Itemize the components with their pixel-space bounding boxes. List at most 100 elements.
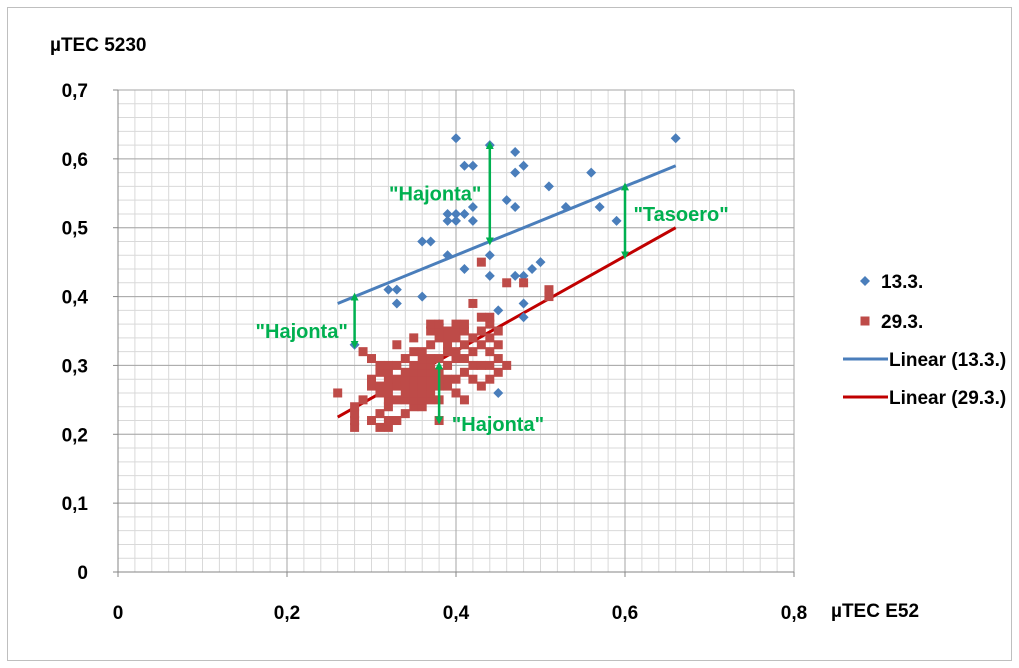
y-tick-label: 0,5 xyxy=(62,219,89,240)
data-point xyxy=(375,388,385,398)
data-point xyxy=(375,360,385,370)
chart-frame: 0 0,1 0,2 0,3 0,4 0,5 0,6 0,7 0 0,2 0,4 0,6 0,8 "Haj… xyxy=(7,7,1012,661)
data-point xyxy=(392,381,402,391)
data-point xyxy=(443,374,453,384)
data-point xyxy=(409,333,419,343)
data-point xyxy=(392,416,402,426)
axes xyxy=(113,89,795,577)
chart-canvas: 0 0,1 0,2 0,3 0,4 0,5 0,6 0,7 0 0,2 0,4 0,6 0,8 "Haj… xyxy=(50,35,1006,624)
data-points xyxy=(333,133,681,432)
data-point xyxy=(392,395,402,405)
data-point xyxy=(443,340,453,350)
data-point xyxy=(350,409,360,419)
data-point xyxy=(459,354,469,364)
data-point xyxy=(493,305,504,316)
data-point xyxy=(502,360,512,370)
data-point xyxy=(434,326,444,336)
data-point xyxy=(383,284,394,295)
data-point xyxy=(400,395,410,405)
annotations: "Hajonta" "Tasoero" "Hajonta" "Hajonta" xyxy=(256,141,729,436)
data-point xyxy=(468,374,478,384)
data-point xyxy=(426,340,436,350)
data-point xyxy=(443,360,453,370)
data-point xyxy=(426,360,436,370)
data-point xyxy=(375,422,385,432)
data-point xyxy=(518,298,529,309)
data-point xyxy=(426,367,436,377)
data-point xyxy=(459,395,469,405)
data-point xyxy=(586,167,597,178)
data-point xyxy=(358,395,368,405)
data-point xyxy=(451,354,461,364)
data-point xyxy=(426,319,436,329)
data-point xyxy=(383,395,393,405)
data-point xyxy=(417,374,427,384)
x-tick-label: 0,2 xyxy=(274,603,300,624)
data-point xyxy=(510,146,521,157)
data-point xyxy=(391,284,402,295)
data-point xyxy=(485,312,495,322)
data-point xyxy=(442,250,453,261)
legend: 13.3. 29.3. Linear (13.3.) Linear (29.3.) xyxy=(843,272,1006,409)
trend-line xyxy=(337,164,677,305)
y-axis-title: µTEC 5230 xyxy=(50,35,147,56)
data-point xyxy=(459,319,469,329)
data-point xyxy=(510,202,521,213)
x-tick-label: 0,8 xyxy=(781,603,807,624)
data-point xyxy=(400,381,410,391)
data-point xyxy=(434,333,444,343)
data-point xyxy=(417,402,427,412)
data-point xyxy=(375,367,385,377)
data-point xyxy=(400,354,410,364)
data-point xyxy=(417,381,427,391)
data-point xyxy=(400,374,410,384)
data-point xyxy=(350,422,360,432)
data-point xyxy=(502,278,512,288)
data-point xyxy=(459,367,469,377)
data-point xyxy=(611,215,622,226)
y-tick-label: 0,4 xyxy=(62,288,89,309)
data-point xyxy=(519,278,529,288)
data-point xyxy=(468,298,478,308)
data-point xyxy=(426,388,436,398)
data-point xyxy=(383,367,393,377)
data-point xyxy=(451,374,461,384)
data-point xyxy=(417,388,427,398)
data-point xyxy=(392,374,402,384)
data-point xyxy=(425,236,436,247)
legend-label: Linear (29.3.) xyxy=(889,388,1006,409)
data-point xyxy=(451,347,461,357)
data-point xyxy=(443,333,453,343)
data-point xyxy=(476,326,486,336)
data-point xyxy=(350,416,360,426)
x-tick-label: 0,6 xyxy=(612,603,638,624)
data-point xyxy=(383,374,393,384)
data-point xyxy=(467,202,478,213)
data-point xyxy=(409,388,419,398)
data-point xyxy=(451,326,461,336)
data-point xyxy=(485,360,495,370)
data-point xyxy=(467,215,478,226)
data-point xyxy=(485,347,495,357)
data-point xyxy=(367,374,376,384)
data-point xyxy=(468,347,478,357)
data-point xyxy=(426,395,436,405)
data-point xyxy=(375,409,385,419)
data-point xyxy=(434,354,444,364)
data-point xyxy=(543,181,554,192)
data-point xyxy=(417,236,428,247)
data-point xyxy=(518,160,529,171)
data-point xyxy=(560,202,571,213)
x-axis-title: µTEC E52 xyxy=(831,601,919,622)
data-point xyxy=(493,326,503,336)
data-point xyxy=(459,340,469,350)
data-point xyxy=(333,388,343,398)
y-tick-label: 0,1 xyxy=(62,494,89,515)
data-point xyxy=(417,395,427,405)
data-point xyxy=(400,388,410,398)
y-tick-label: 0,7 xyxy=(62,81,88,102)
data-point xyxy=(409,360,419,370)
data-point xyxy=(476,360,486,370)
data-point xyxy=(443,381,453,391)
x-tick-label: 0,4 xyxy=(443,603,470,624)
